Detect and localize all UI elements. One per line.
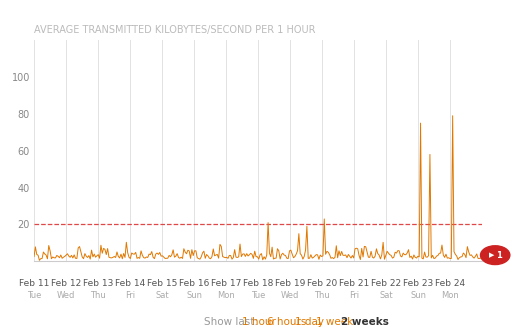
Text: Sun: Sun (410, 291, 426, 300)
Text: Feb 14: Feb 14 (115, 279, 145, 288)
Text: Feb 12: Feb 12 (51, 279, 81, 288)
Text: Fri: Fri (349, 291, 359, 300)
Text: Feb 16: Feb 16 (179, 279, 209, 288)
Text: 1 week: 1 week (316, 317, 357, 327)
Text: Tue: Tue (251, 291, 265, 300)
Text: Feb 13: Feb 13 (83, 279, 113, 288)
Text: Wed: Wed (57, 291, 75, 300)
Text: 1: 1 (496, 251, 502, 260)
Text: Feb 23: Feb 23 (403, 279, 433, 288)
Text: 6 hours: 6 hours (267, 317, 309, 327)
Text: Feb 18: Feb 18 (243, 279, 273, 288)
Text: Feb 20: Feb 20 (307, 279, 337, 288)
Text: 1 day: 1 day (295, 317, 327, 327)
Text: Show last:: Show last: (204, 317, 261, 327)
Text: Feb 22: Feb 22 (371, 279, 401, 288)
Text: ▶: ▶ (489, 252, 495, 258)
Text: Feb 21: Feb 21 (339, 279, 369, 288)
Text: Thu: Thu (314, 291, 330, 300)
Text: AVERAGE TRANSMITTED KILOBYTES/SECOND PER 1 HOUR: AVERAGE TRANSMITTED KILOBYTES/SECOND PER… (34, 25, 315, 35)
Text: Feb 19: Feb 19 (275, 279, 305, 288)
Text: 1 hour: 1 hour (242, 317, 279, 327)
Text: Sat: Sat (155, 291, 169, 300)
Text: Sat: Sat (379, 291, 393, 300)
Text: Mon: Mon (441, 291, 459, 300)
Text: Wed: Wed (281, 291, 299, 300)
Text: Fri: Fri (125, 291, 135, 300)
Text: Thu: Thu (90, 291, 106, 300)
Text: Sun: Sun (186, 291, 202, 300)
Text: Feb 17: Feb 17 (211, 279, 241, 288)
Text: Feb 15: Feb 15 (147, 279, 177, 288)
Text: Feb 24: Feb 24 (435, 279, 465, 288)
Text: 2 weeks: 2 weeks (341, 317, 392, 327)
Text: Mon: Mon (217, 291, 235, 300)
Text: Feb 11: Feb 11 (19, 279, 49, 288)
Text: Tue: Tue (27, 291, 41, 300)
